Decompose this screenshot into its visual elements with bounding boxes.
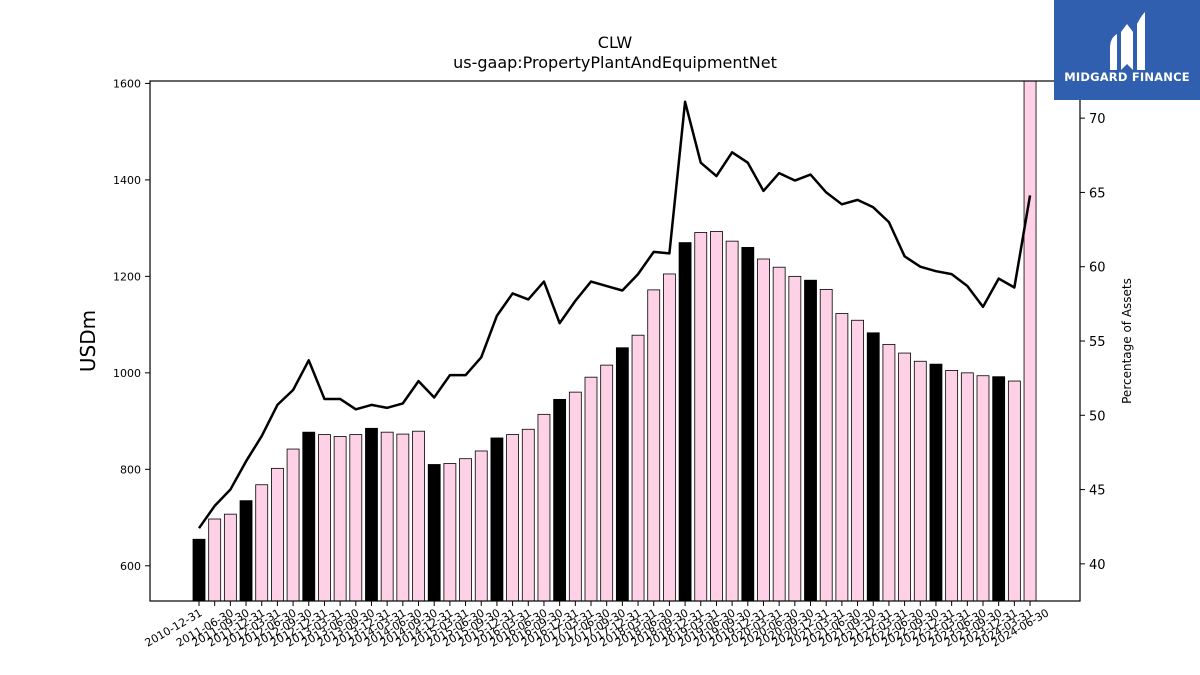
bar-2013-06-30 [349,434,363,602]
bar-2023-12-31 [1007,380,1021,602]
right-tick-label: 65 [1089,186,1106,201]
bar-2010-12-31 [192,538,206,602]
bar-2017-12-31 [631,334,645,602]
bar-2015-06-30 [474,450,488,602]
x-axis-ticks: 2010-12-312011-06-302011-09-302011-12-31… [143,601,1051,650]
left-tick-label: 1000 [113,367,141,380]
bar-2021-03-31 [835,313,849,602]
right-tick-label: 55 [1089,335,1106,350]
bar-2018-06-30 [663,273,676,602]
bar-2015-12-31 [506,434,520,602]
right-axis-ticks: 40 45 50 55 60 65 70 [1080,112,1106,573]
bar-2013-03-31 [333,436,347,602]
bar-2012-12-31 [318,434,331,602]
bar-2013-12-31 [380,431,394,602]
bar-2012-09-30 [302,431,316,602]
bar-2020-03-31 [772,266,786,602]
bar-2018-12-31 [694,232,708,602]
left-axis-ticks: 600 800 1000 1200 1400 1600 [113,77,150,573]
left-axis-label: USDm [76,310,100,372]
left-tick-label: 800 [120,463,141,476]
bar-2022-09-30 [929,363,943,602]
right-axis-label: Percentage of Assets [1120,278,1134,404]
bar-2020-09-30 [804,279,817,602]
bar-2013-09-30 [365,427,378,602]
bar-2020-06-30 [788,275,802,602]
bar-2023-06-30 [976,375,990,602]
brand-name: MIDGARD FINANCE [1064,70,1190,84]
bar-2019-12-31 [757,258,770,602]
bar-2016-06-30 [537,413,551,602]
midgard-logo-icon [1110,12,1145,70]
right-tick-label: 60 [1089,261,1106,276]
bar-2018-09-30 [678,242,692,602]
bar-2016-03-31 [521,428,535,602]
midgard-finance-logo: MIDGARD FINANCE [1054,0,1200,100]
left-tick-label: 1200 [113,270,141,283]
bar-2011-03-31 [208,518,222,602]
left-tick-label: 600 [120,560,141,573]
bar-2021-09-30 [866,332,880,602]
bar-2015-09-30 [490,437,504,602]
right-tick-label: 45 [1089,484,1106,499]
bar-2024-03-31 [1023,80,1037,602]
chart-title: CLW [598,33,633,52]
bar-2014-12-31 [443,463,457,602]
left-tick-label: 1400 [113,174,141,187]
bar-2018-03-31 [647,289,661,602]
bar-2012-03-31 [270,467,284,602]
bar-2016-09-30 [553,398,567,602]
bar-2022-12-31 [945,370,959,602]
chart-subtitle: us-gaap:PropertyPlantAndEquipmentNet [453,53,777,72]
bar-2011-12-31 [255,484,269,602]
bar-2014-03-31 [396,433,410,602]
bar-2014-06-30 [412,430,425,602]
bar-series [192,80,1037,602]
percentage-line [197,100,1032,529]
bar-2017-09-30 [615,347,629,602]
bar-2017-03-31 [584,376,598,602]
bar-2019-09-30 [741,247,755,602]
bar-2023-03-31 [960,372,974,602]
bar-2019-06-30 [725,240,739,602]
bar-2021-12-31 [882,343,896,602]
bar-2011-06-30 [223,513,237,602]
bar-2022-03-31 [898,352,911,602]
right-tick-label: 70 [1089,112,1106,127]
bar-2016-12-31 [568,391,582,602]
right-tick-label: 50 [1089,409,1106,424]
bar-2014-09-30 [427,464,441,602]
bar-2015-03-31 [459,458,472,602]
bar-2011-09-30 [239,500,253,602]
bar-2023-09-30 [992,376,1006,602]
bar-2021-06-30 [851,319,864,602]
right-tick-label: 40 [1089,558,1106,573]
bar-2019-03-31 [710,231,723,602]
bar-2017-06-30 [600,364,614,602]
bar-2022-06-30 [913,360,927,602]
bar-2020-12-31 [819,288,833,602]
bar-2012-06-30 [286,448,300,602]
left-tick-label: 1600 [113,77,141,90]
